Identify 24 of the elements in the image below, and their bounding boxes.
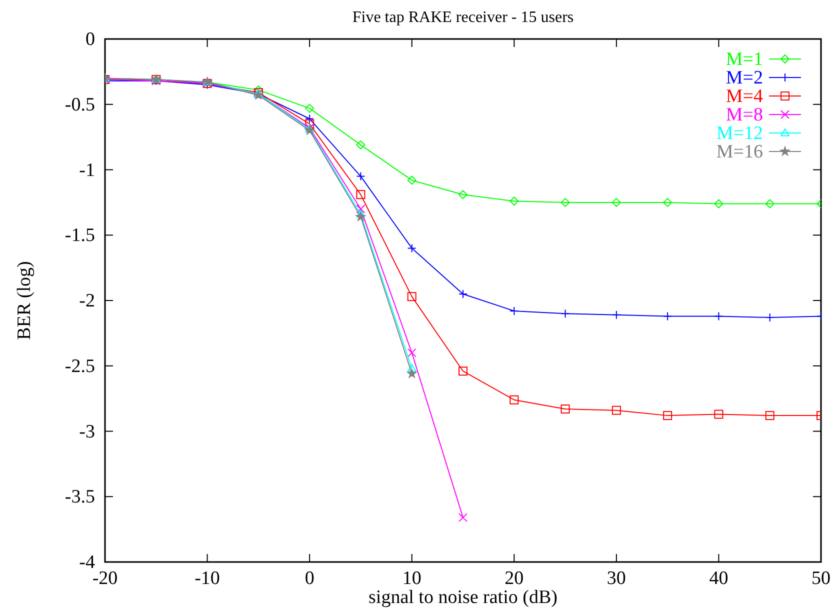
legend-label: M=12 — [716, 123, 763, 144]
y-axis-title: BER (log) — [14, 261, 35, 340]
x-tick-label: 0 — [304, 568, 314, 589]
x-tick-label: 30 — [606, 568, 626, 589]
x-tick-label: -10 — [194, 568, 220, 589]
y-tick-label: -0.5 — [64, 94, 95, 116]
x-tick-label: 40 — [709, 568, 728, 589]
chart-title: Five tap RAKE receiver - 15 users — [352, 9, 574, 26]
x-tick-label: 10 — [402, 568, 422, 589]
legend-label: M=2 — [726, 68, 763, 88]
x-axis-title: signal to noise ratio (dB) — [368, 587, 558, 608]
y-tick-label: -3 — [79, 421, 95, 442]
y-tick-label: -2 — [79, 290, 95, 312]
y-tick-label: 0 — [86, 29, 95, 50]
y-tick-label: -1.5 — [64, 225, 95, 246]
y-tick-label: -1 — [79, 160, 95, 181]
x-tick-label: 50 — [812, 568, 830, 589]
legend-label: M=16 — [716, 142, 763, 162]
legend-label: M=8 — [726, 104, 763, 126]
x-tick-label: 20 — [504, 568, 524, 589]
y-tick-label: -3.5 — [64, 486, 95, 508]
legend-label: M=1 — [726, 49, 763, 70]
y-tick-label: -2.5 — [64, 356, 95, 377]
legend-label: M=4 — [726, 86, 764, 107]
